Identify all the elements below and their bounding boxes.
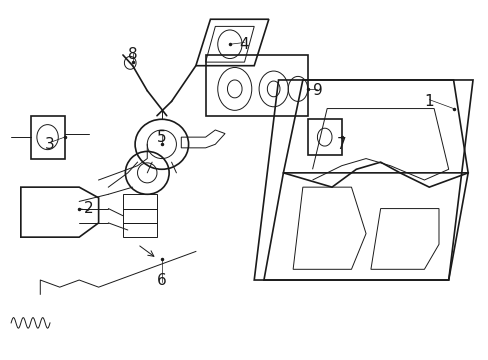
- Text: 4: 4: [239, 37, 249, 52]
- Text: 1: 1: [424, 94, 433, 109]
- Text: 7: 7: [336, 137, 346, 152]
- Text: 8: 8: [127, 48, 137, 63]
- Text: 6: 6: [157, 273, 166, 288]
- Text: 2: 2: [84, 201, 94, 216]
- Text: 3: 3: [45, 137, 55, 152]
- Text: 9: 9: [312, 83, 322, 98]
- Text: 5: 5: [157, 130, 166, 145]
